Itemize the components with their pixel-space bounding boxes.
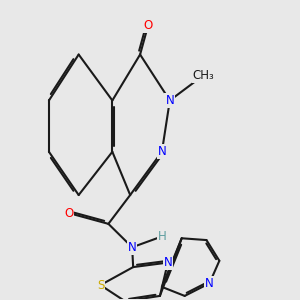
Text: S: S (97, 279, 104, 292)
Text: O: O (143, 19, 153, 32)
Text: O: O (64, 206, 74, 220)
Text: H: H (158, 230, 166, 243)
Text: N: N (205, 277, 214, 290)
Text: CH₃: CH₃ (193, 69, 214, 82)
Text: N: N (158, 145, 166, 158)
Text: N: N (165, 94, 174, 107)
Text: N: N (128, 241, 136, 254)
Text: N: N (164, 256, 172, 269)
